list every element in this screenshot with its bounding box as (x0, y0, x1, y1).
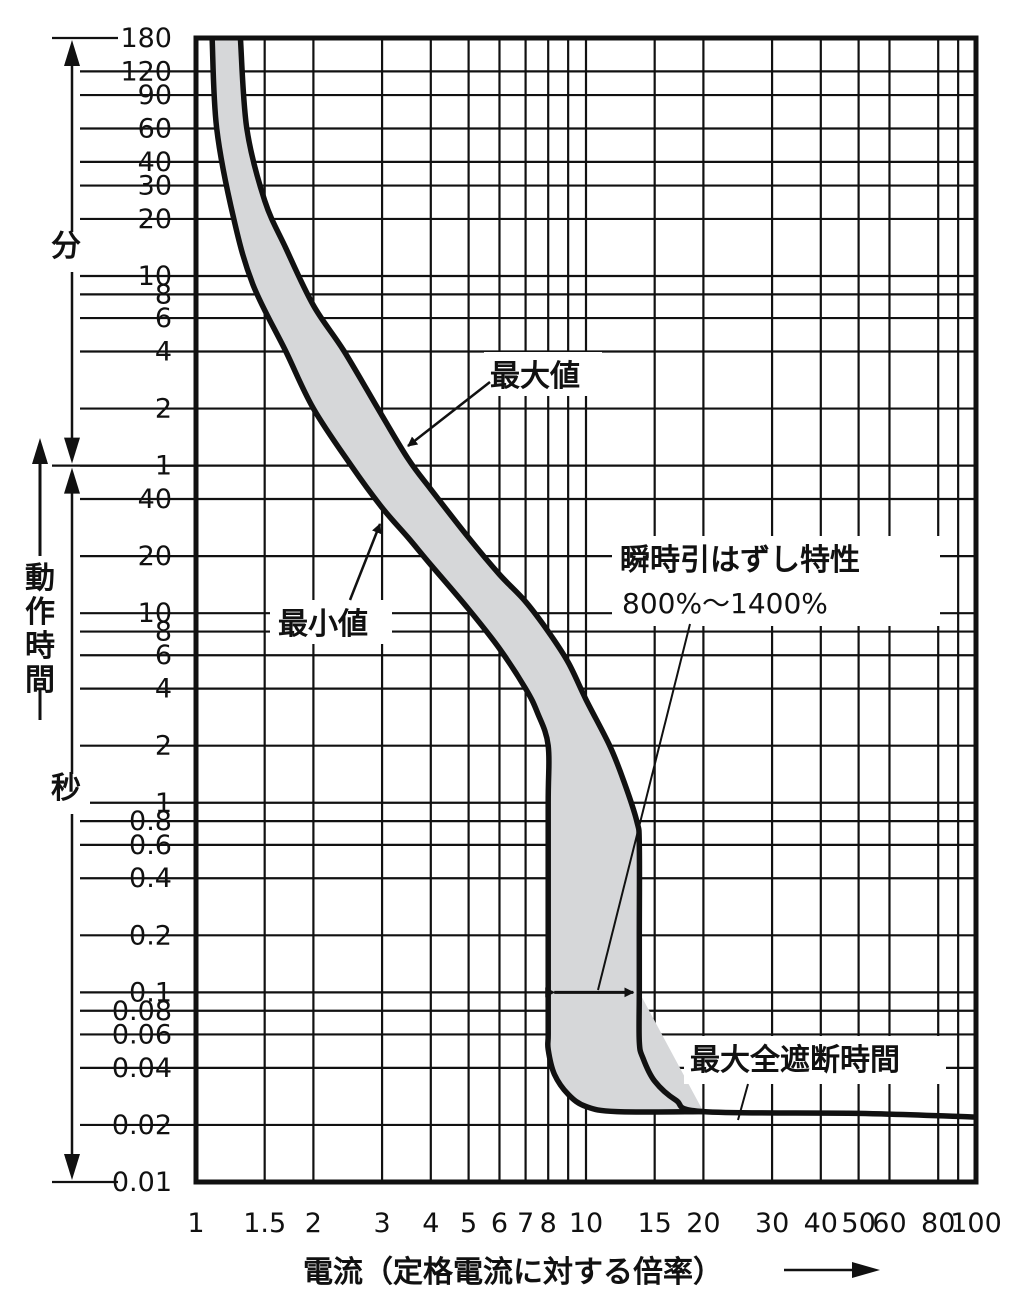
unit-bracket-arrow-up (64, 40, 80, 66)
x-tick-label: 7 (517, 1208, 534, 1239)
y-tick-label: 0.01 (112, 1167, 172, 1198)
y-tick-label: 8 (155, 279, 172, 310)
annotation-max-arrow (407, 381, 491, 447)
annotation-min-arrow (348, 523, 382, 601)
x-tick-label: 4 (422, 1208, 439, 1239)
y-tick-label: 6 (155, 640, 172, 671)
annotation-instantaneous-title: 瞬時引はずし特性 (620, 543, 860, 578)
y-tick-label: 180 (120, 23, 172, 54)
y-tick-label: 30 (138, 171, 172, 202)
y-tick-label: 120 (120, 56, 172, 87)
y-tick-label: 8 (155, 617, 172, 648)
x-axis-title: 電流（定格電流に対する倍率） (303, 1255, 723, 1290)
y-axis-title: 動作時間 (25, 561, 55, 698)
y-tick-label: 0.8 (129, 806, 172, 837)
y-tick-label: 0.08 (112, 996, 172, 1027)
unit-bracket-arrow-down (64, 437, 80, 464)
y-tick-label: 4 (155, 336, 172, 367)
series-line-max (237, 37, 977, 1120)
annotation-instantaneous-range: 800%〜1400% (622, 587, 828, 620)
x-tick-label: 30 (755, 1208, 789, 1239)
plot-frame (193, 35, 979, 1185)
y-tick-label: 40 (138, 147, 172, 178)
y-tick-label: 0.6 (129, 830, 172, 861)
annotation-min-value: 最小値 (278, 607, 368, 642)
x-tick-label: 2 (305, 1208, 322, 1239)
y-tick-label: 60 (138, 113, 172, 144)
y-tick-label: 20 (138, 541, 172, 572)
y-tick-label: 10 (138, 598, 172, 629)
x-tick-label: 15 (637, 1208, 671, 1239)
x-tick-label: 6 (491, 1208, 508, 1239)
unit-bracket-arrow-up (64, 467, 80, 494)
y-tick-label: 10 (138, 261, 172, 292)
x-tick-label: 80 (921, 1208, 955, 1239)
x-tick-label: 3 (373, 1208, 390, 1239)
y-unit-minutes: 分 (51, 229, 81, 264)
y-unit-seconds: 秒 (51, 771, 81, 806)
x-axis-arrow-head (852, 1262, 880, 1278)
y-axis-title-group: 動作時間 (25, 438, 55, 720)
x-tick-label: 40 (804, 1208, 838, 1239)
y-tick-label: 0.02 (112, 1110, 172, 1141)
x-tick-label: 8 (540, 1208, 557, 1239)
y-tick-label: 90 (138, 80, 172, 111)
y-tick-label: 0.04 (112, 1053, 172, 1084)
x-tick-label: 5 (460, 1208, 477, 1239)
x-tick-label: 1 (187, 1208, 204, 1239)
y-tick-label: 0.06 (112, 1019, 172, 1050)
y-tick-label: 0.2 (129, 920, 172, 951)
x-tick-label: 50 (841, 1208, 875, 1239)
y-tick-label: 6 (155, 303, 172, 334)
x-tick-label: 20 (686, 1208, 720, 1239)
y-tick-label: 40 (138, 484, 172, 515)
series-line-min (209, 37, 704, 1115)
x-tick-label: 100 (950, 1208, 1002, 1239)
characteristic-band (212, 38, 704, 1112)
x-tick-label: 60 (872, 1208, 906, 1239)
annotation-interrupt-leader (737, 1083, 749, 1121)
y-tick-label: 1 (155, 451, 172, 482)
annotation-max-value: 最大値 (490, 359, 580, 394)
annotation-instantaneous-leader (597, 623, 691, 991)
y-axis-title-arrow (32, 438, 48, 464)
y-tick-label: 20 (138, 204, 172, 235)
y-tick-label: 1 (155, 788, 172, 819)
unit-bracket-arrow-down (64, 1154, 80, 1180)
x-tick-label: 10 (569, 1208, 603, 1239)
y-tick-label: 0.1 (129, 977, 172, 1008)
annotations: 最大値 最小値 瞬時引はずし特性 800%〜1400% 最大全遮断時間 (270, 352, 946, 1121)
y-tick-label: 0.4 (129, 863, 172, 894)
x-tick-label: 1.5 (243, 1208, 286, 1239)
y-tick-label: 4 (155, 674, 172, 705)
y-unit-brackets (64, 40, 80, 1180)
annotation-max-total-interrupt-time: 最大全遮断時間 (690, 1043, 900, 1078)
y-tick-label: 2 (155, 394, 172, 425)
y-tick-label: 2 (155, 731, 172, 762)
